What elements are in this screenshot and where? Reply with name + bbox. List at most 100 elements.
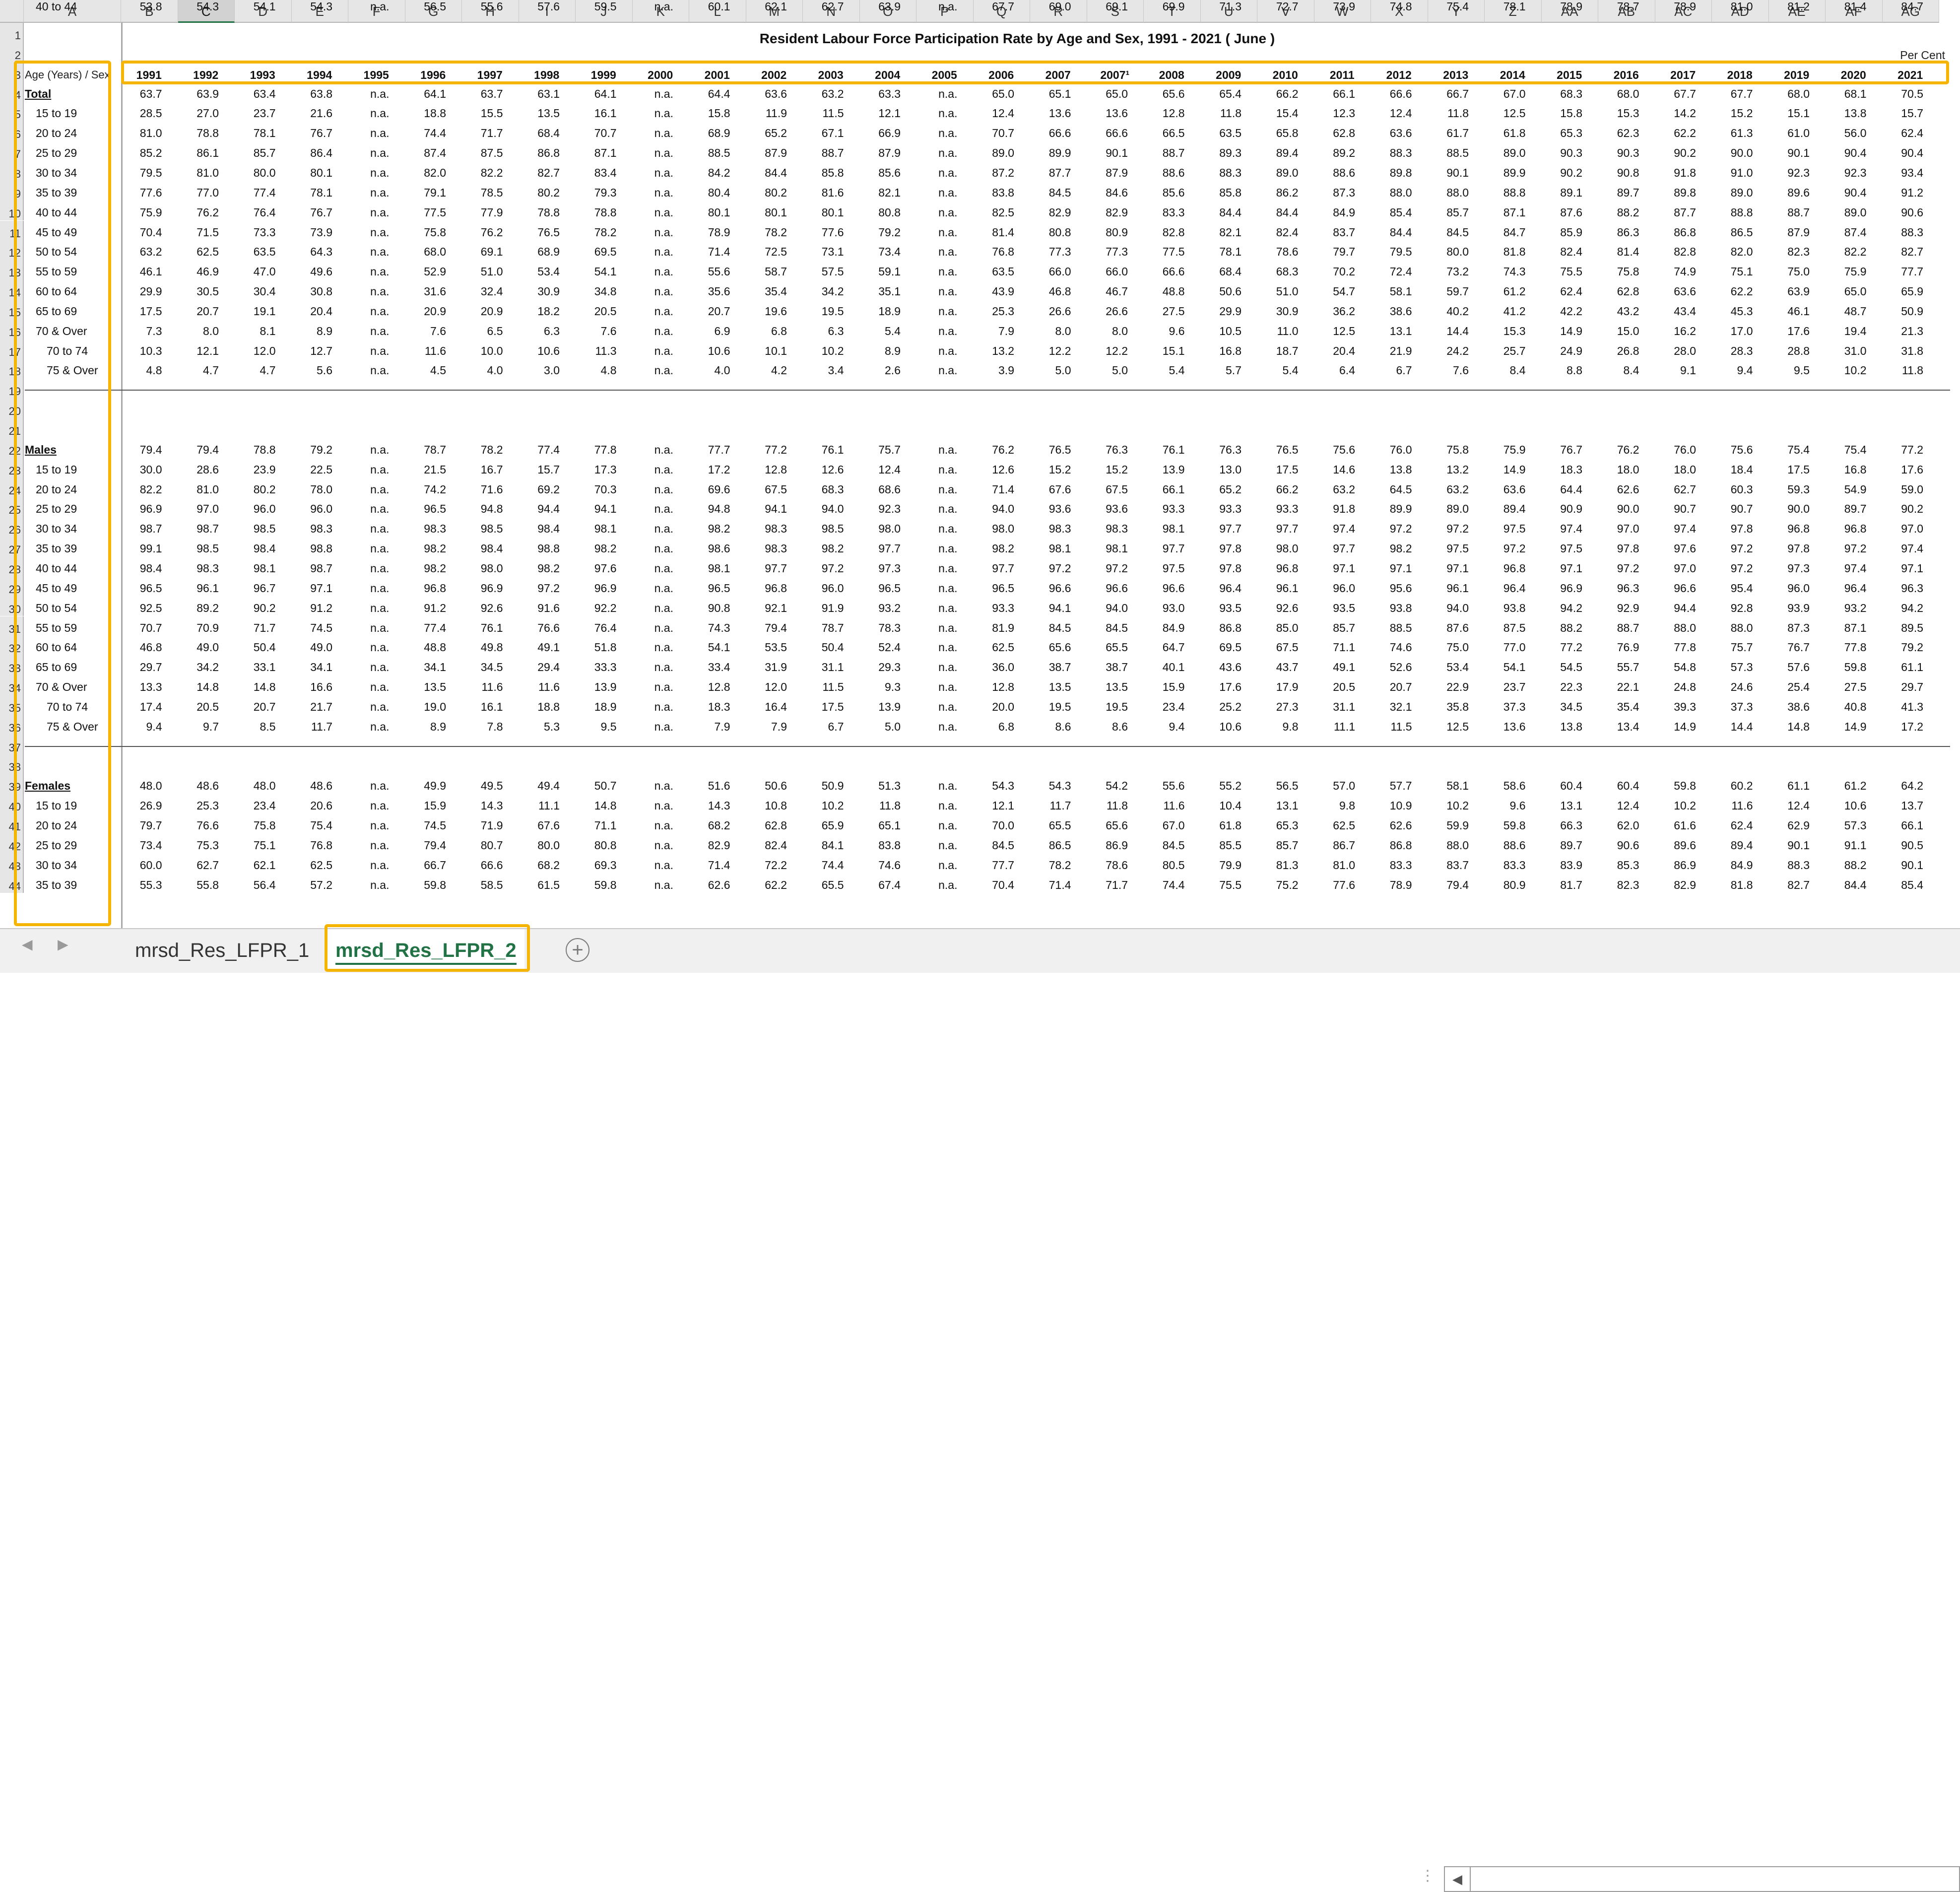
table-cell[interactable]: 77.5 <box>424 205 446 219</box>
table-cell[interactable]: 65.0 <box>992 87 1014 100</box>
table-cell[interactable]: 89.9 <box>1048 146 1071 160</box>
year-header-7[interactable]: 1997 <box>477 68 503 81</box>
table-cell[interactable]: 73.9 <box>310 225 332 239</box>
table-cell[interactable]: 79.4 <box>1446 878 1469 891</box>
table-cell[interactable]: 21.6 <box>310 107 332 120</box>
table-cell[interactable]: 57.2 <box>310 878 332 891</box>
table-cell[interactable]: 76.1 <box>821 443 844 456</box>
table-cell[interactable]: 76.1 <box>1162 443 1185 456</box>
row-header-33[interactable]: 33 <box>0 656 24 676</box>
table-cell[interactable]: 73.1 <box>821 245 844 259</box>
table-cell[interactable]: 76.7 <box>310 205 332 219</box>
table-cell[interactable]: 58.6 <box>1503 779 1526 793</box>
row-header-7[interactable]: 7 <box>0 141 24 161</box>
age-group-label[interactable]: 50 to 54 <box>36 601 77 614</box>
table-cell[interactable]: 10.2 <box>1674 799 1696 812</box>
table-cell[interactable]: 69.5 <box>594 245 617 259</box>
table-cell[interactable]: 4.8 <box>146 364 162 377</box>
table-cell[interactable]: 86.1 <box>196 146 219 160</box>
table-cell[interactable]: 82.2 <box>139 482 162 496</box>
table-cell[interactable]: 52.9 <box>424 265 446 278</box>
table-cell[interactable]: 9.5 <box>1794 364 1810 377</box>
table-cell[interactable]: 71.1 <box>594 819 617 832</box>
table-cell[interactable]: 98.3 <box>1106 522 1128 536</box>
table-cell[interactable]: 77.4 <box>424 621 446 634</box>
table-cell[interactable]: 96.5 <box>992 581 1014 595</box>
table-cell[interactable]: 62.8 <box>1617 285 1639 298</box>
table-cell[interactable]: 98.3 <box>310 522 332 536</box>
table-cell[interactable]: 30.8 <box>310 285 332 298</box>
table-cell[interactable]: 82.3 <box>1617 878 1639 891</box>
table-cell[interactable]: n.a. <box>654 344 673 357</box>
table-cell[interactable]: 72.7 <box>1276 0 1299 13</box>
table-cell[interactable]: 77.2 <box>1560 641 1582 654</box>
table-cell[interactable]: 62.8 <box>1333 127 1355 140</box>
table-cell[interactable]: 34.8 <box>594 285 617 298</box>
table-cell[interactable]: 66.5 <box>1162 127 1185 140</box>
table-cell[interactable]: n.a. <box>654 561 673 575</box>
table-cell[interactable]: 80.1 <box>821 205 844 219</box>
table-cell[interactable]: 77.3 <box>1048 245 1071 259</box>
table-cell[interactable]: 38.6 <box>1787 700 1810 713</box>
table-cell[interactable]: 12.8 <box>708 680 730 694</box>
table-cell[interactable]: 71.7 <box>480 127 503 140</box>
table-cell[interactable]: 8.9 <box>430 720 446 733</box>
table-cell[interactable]: 82.9 <box>1106 205 1128 219</box>
table-cell[interactable]: 88.5 <box>1446 146 1469 160</box>
table-cell[interactable]: n.a. <box>370 146 390 160</box>
table-cell[interactable]: 12.4 <box>1389 107 1412 120</box>
table-cell[interactable]: 49.0 <box>196 641 219 654</box>
table-cell[interactable]: 14.3 <box>480 799 503 812</box>
table-cell[interactable]: 76.3 <box>1219 443 1241 456</box>
table-cell[interactable]: 12.8 <box>765 463 787 476</box>
table-cell[interactable]: 69.6 <box>708 482 730 496</box>
table-cell[interactable]: 88.3 <box>1787 858 1810 872</box>
table-cell[interactable]: 62.8 <box>765 819 787 832</box>
table-cell[interactable]: 40.8 <box>1844 700 1867 713</box>
table-cell[interactable]: 69.9 <box>1162 0 1185 13</box>
table-cell[interactable]: 76.7 <box>310 127 332 140</box>
table-cell[interactable]: 39.3 <box>1674 700 1696 713</box>
table-cell[interactable]: n.a. <box>938 443 958 456</box>
table-cell[interactable]: 85.8 <box>821 166 844 179</box>
table-cell[interactable]: 97.4 <box>1333 522 1355 536</box>
table-cell[interactable]: 15.2 <box>1730 107 1753 120</box>
table-cell[interactable]: 84.7 <box>1901 0 1923 13</box>
table-cell[interactable]: 98.2 <box>594 542 617 555</box>
table-cell[interactable]: 97.2 <box>1106 561 1128 575</box>
table-cell[interactable]: 31.0 <box>1844 344 1867 357</box>
table-cell[interactable]: 62.7 <box>1674 482 1696 496</box>
table-cell[interactable]: 69.2 <box>537 482 560 496</box>
table-cell[interactable]: 78.8 <box>594 205 617 219</box>
year-header-31[interactable]: 2020 <box>1840 68 1866 81</box>
table-cell[interactable]: 78.6 <box>1276 245 1299 259</box>
table-cell[interactable]: 94.4 <box>1674 601 1696 614</box>
table-cell[interactable]: 66.3 <box>1560 819 1582 832</box>
sheet-title[interactable]: Resident Labour Force Participation Rate… <box>759 31 1275 46</box>
table-cell[interactable]: n.a. <box>938 601 958 614</box>
age-group-label[interactable]: 35 to 39 <box>36 542 77 555</box>
table-cell[interactable]: 9.6 <box>1509 799 1526 812</box>
table-cell[interactable]: 83.7 <box>1446 858 1469 872</box>
table-cell[interactable]: 96.9 <box>139 502 162 516</box>
column-header-ac[interactable]: AC <box>1655 0 1712 23</box>
table-cell[interactable]: 92.6 <box>1276 601 1299 614</box>
table-cell[interactable]: 77.0 <box>196 186 219 199</box>
table-cell[interactable]: 74.9 <box>1674 265 1696 278</box>
age-group-label[interactable]: 40 to 44 <box>36 205 77 219</box>
table-cell[interactable]: 63.3 <box>878 87 901 100</box>
table-cell[interactable]: 61.2 <box>1503 285 1526 298</box>
table-cell[interactable]: 82.8 <box>1674 245 1696 259</box>
table-cell[interactable]: 59.3 <box>1787 482 1810 496</box>
table-cell[interactable]: 10.6 <box>1219 720 1241 733</box>
table-cell[interactable]: 93.4 <box>1901 166 1923 179</box>
table-cell[interactable]: 6.5 <box>487 324 503 338</box>
table-cell[interactable]: 84.5 <box>1048 621 1071 634</box>
table-cell[interactable]: n.a. <box>654 463 673 476</box>
table-cell[interactable]: 8.0 <box>1055 324 1071 338</box>
table-cell[interactable]: 5.6 <box>317 364 332 377</box>
table-cell[interactable]: 89.7 <box>1617 186 1639 199</box>
table-cell[interactable]: 9.8 <box>1282 720 1299 733</box>
table-cell[interactable]: 48.8 <box>424 641 446 654</box>
table-cell[interactable]: 90.4 <box>1901 146 1923 160</box>
